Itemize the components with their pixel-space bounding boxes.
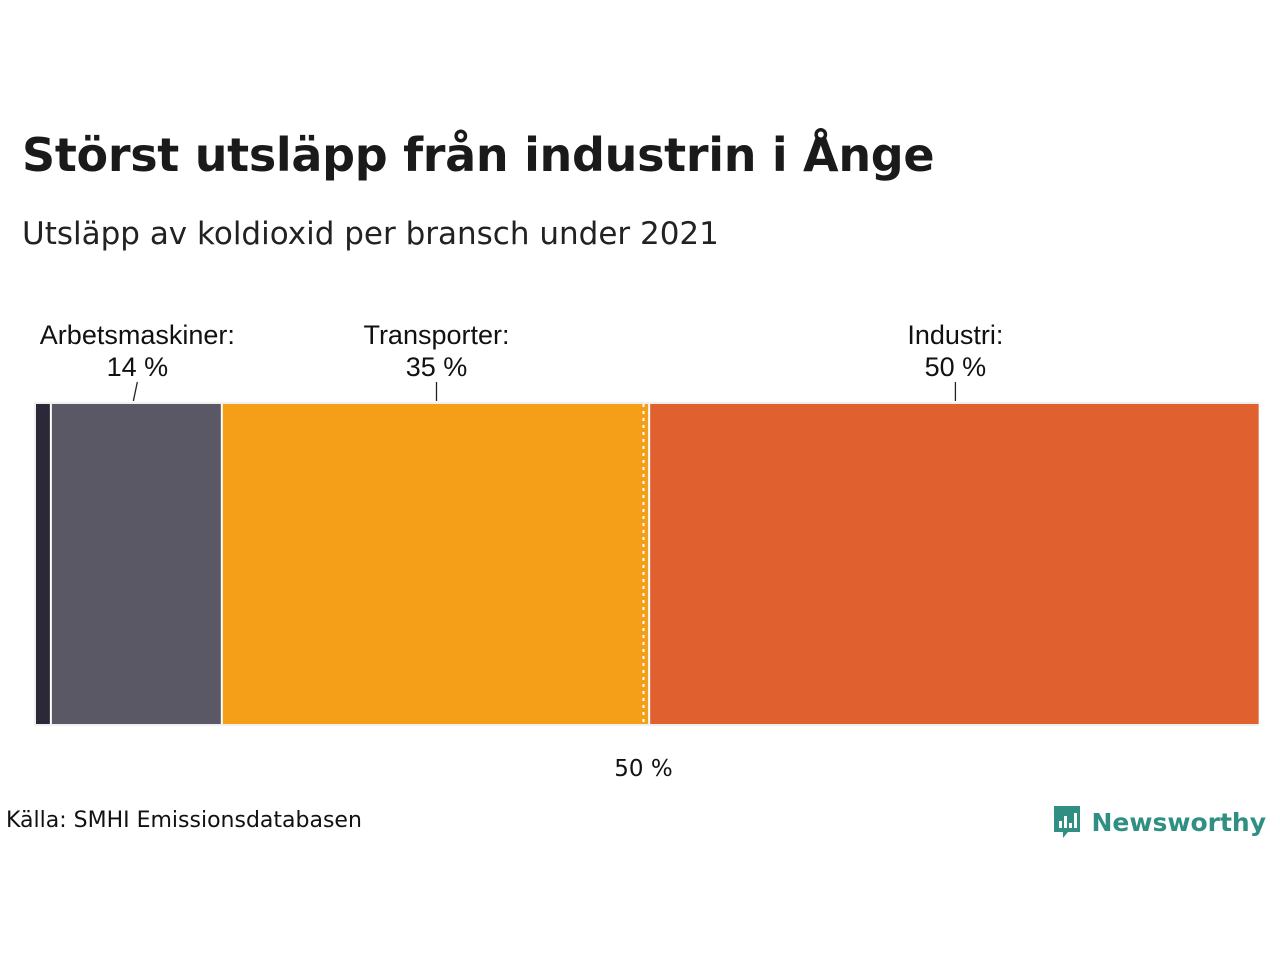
logo-text: Newsworthy (1091, 807, 1267, 837)
bar-segment-1 (51, 404, 221, 724)
reference-line-label: 50 % (614, 756, 672, 782)
segment-leader-1 (132, 381, 138, 402)
bar-segments (34, 402, 1259, 726)
bar-segment-3 (650, 404, 1259, 724)
segment-value-label-1: 14 % (107, 352, 169, 382)
newsworthy-logo: Newsworthy (1052, 804, 1267, 840)
segment-name-2: Transporter: (363, 320, 509, 350)
segment-labels: Arbetsmaskiner:14 % Transporter:35 % Indus… (40, 320, 1003, 402)
chart-title: Störst utsläpp från industrin i Ånge (22, 128, 935, 182)
segment-value-label-3: 50 % (925, 352, 987, 382)
reference-line-group: 50 % (614, 404, 673, 782)
segment-value-label-2: 35 % (406, 352, 468, 382)
segment-name-1: Arbetsmaskiner: (40, 320, 235, 350)
bar-segment-0 (36, 404, 50, 724)
bar-chart-speech-bubble-icon (1053, 806, 1080, 838)
segment-name-3: Industri: (907, 320, 1003, 350)
stacked-bar-chart: Arbetsmaskiner:14 % Transporter:35 % Indus… (34, 320, 1259, 782)
source-note: Källa: SMHI Emissionsdatabasen (6, 808, 362, 833)
bar-segment-2 (222, 404, 649, 724)
chart-subtitle: Utsläpp av koldioxid per bransch under 2… (22, 216, 719, 252)
